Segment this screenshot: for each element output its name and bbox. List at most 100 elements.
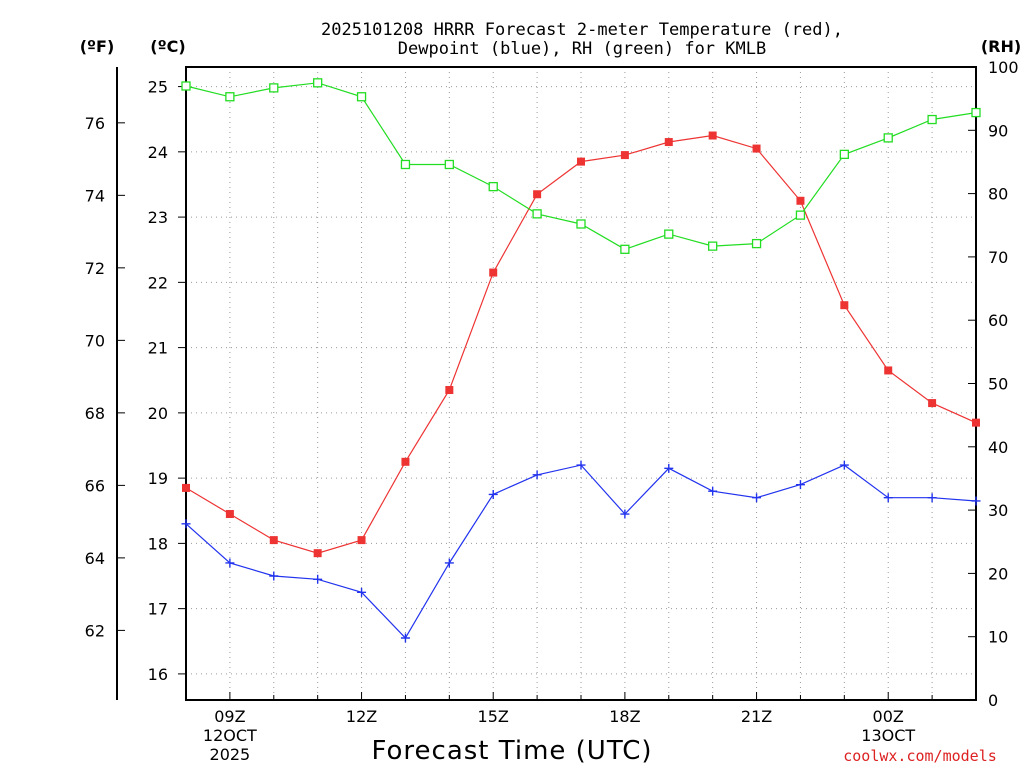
rh-point (927, 114, 937, 125)
dewpoint-point (752, 493, 762, 503)
rh-point (576, 219, 586, 229)
fahrenheit-tick-label: 70 (85, 331, 105, 350)
fahrenheit-tick-label: 76 (85, 114, 105, 133)
data-series (181, 78, 981, 643)
dewpoint-point (576, 460, 586, 470)
x-tick-label: 12Z (346, 707, 377, 726)
temperature-point (972, 418, 980, 427)
dewpoint-point (181, 519, 191, 529)
dewpoint-point (927, 493, 937, 503)
celsius-tick-label: 22 (148, 273, 168, 292)
series-rh (181, 78, 981, 254)
temperature-point (357, 536, 366, 545)
x-tick-label: 21Z (741, 707, 772, 726)
fahrenheit-tick-label: 68 (85, 404, 105, 423)
temperature-point (401, 457, 410, 466)
rh-tick-label: 80 (988, 185, 1008, 204)
celsius-tick-label: 18 (148, 534, 168, 553)
rh-point (751, 238, 762, 249)
rh-point (400, 159, 411, 170)
temperature-point (269, 536, 278, 545)
dewpoint-point (444, 558, 454, 568)
temperature-point (313, 549, 322, 558)
axes (116, 66, 977, 701)
temperature-point (489, 268, 498, 277)
dewpoint-point (357, 587, 367, 597)
fahrenheit-tick-label: 66 (85, 476, 105, 495)
dewpoint-point (532, 470, 542, 480)
rh-tick-label: 70 (988, 248, 1008, 267)
x-tick-label: 18Z (609, 707, 640, 726)
celsius-tick-label: 23 (148, 208, 168, 227)
x-tick-date: 13OCT (861, 726, 915, 745)
temperature-point (577, 157, 585, 166)
series-temperature (182, 131, 980, 558)
rh-tick-label: 100 (988, 58, 1019, 77)
temperature-point (884, 366, 893, 375)
dewpoint-point (971, 496, 981, 506)
rh-point (620, 244, 630, 254)
temperature-point (533, 190, 542, 199)
rh-tick-label: 60 (988, 311, 1008, 330)
fahrenheit-tick-label: 62 (85, 621, 105, 640)
rh-tick-label: 90 (988, 121, 1008, 140)
rh-tick-label: 0 (988, 691, 998, 710)
temperature-point (752, 144, 761, 153)
temperature-point (225, 510, 234, 519)
rh-tick-label: 30 (988, 501, 1008, 520)
temperature-point (928, 399, 937, 408)
chart-title-line1: 2025101208 HRRR Forecast 2-meter Tempera… (321, 20, 843, 40)
rh-point (488, 181, 498, 192)
celsius-tick-label: 17 (148, 600, 168, 619)
rh-point (971, 107, 981, 118)
temperature-point (840, 301, 849, 310)
rh-unit-label: (RH) (981, 37, 1021, 56)
tick-labels: 16 17 18 19 20 21 22 23 24 25 62 64 66 68 70 72 74 76 0 10 2… (85, 58, 1019, 764)
rh-point (181, 81, 191, 91)
x-tick-label: 15Z (478, 707, 509, 726)
rh-tick-label: 40 (988, 438, 1008, 457)
fahrenheit-tick-label: 74 (85, 186, 105, 205)
dewpoint-point (839, 460, 849, 470)
fahrenheit-tick-label: 72 (85, 259, 105, 278)
credit-text: coolwx.com/models (843, 747, 997, 765)
rh-point (356, 92, 367, 102)
dewpoint-point (488, 489, 498, 499)
rh-point (795, 210, 806, 220)
rh-tick-label: 10 (988, 628, 1008, 647)
x-tick-label: 00Z (873, 707, 904, 726)
temperature-line (185, 134, 977, 554)
dewpoint-point (664, 463, 674, 473)
series-dewpoint (181, 460, 981, 643)
rh-point (313, 78, 323, 88)
rh-point (839, 149, 849, 160)
temperature-point (708, 131, 717, 140)
dewpoint-point (620, 509, 630, 519)
rh-tick-label: 50 (988, 375, 1008, 394)
celsius-tick-label: 21 (148, 339, 168, 358)
dewpoint-point (400, 633, 410, 643)
temperature-point (445, 386, 454, 395)
temperature-point (664, 138, 673, 147)
temperature-point (796, 196, 805, 205)
temperature-point (620, 151, 629, 160)
x-tick-label: 09Z (214, 707, 245, 726)
grid-lines (186, 67, 976, 700)
rh-point (708, 241, 718, 251)
rh-point (883, 133, 893, 143)
temperature-point (182, 483, 190, 492)
fahrenheit-tick-label: 64 (85, 549, 105, 568)
x-axis-label: Forecast Time (UTC) (371, 736, 652, 766)
rh-point (532, 209, 542, 219)
rh-point (269, 83, 279, 93)
rh-point (225, 92, 235, 102)
fahrenheit-unit-label: (ºF) (80, 37, 115, 56)
chart-title-line2: Dewpoint (blue), RH (green) for KMLB (398, 39, 766, 59)
dewpoint-point (225, 558, 235, 568)
x-tick-year: 2025 (210, 745, 251, 764)
celsius-tick-label: 24 (148, 143, 168, 162)
rh-tick-label: 20 (988, 564, 1008, 583)
celsius-tick-label: 20 (148, 404, 168, 423)
dewpoint-point (269, 571, 279, 581)
